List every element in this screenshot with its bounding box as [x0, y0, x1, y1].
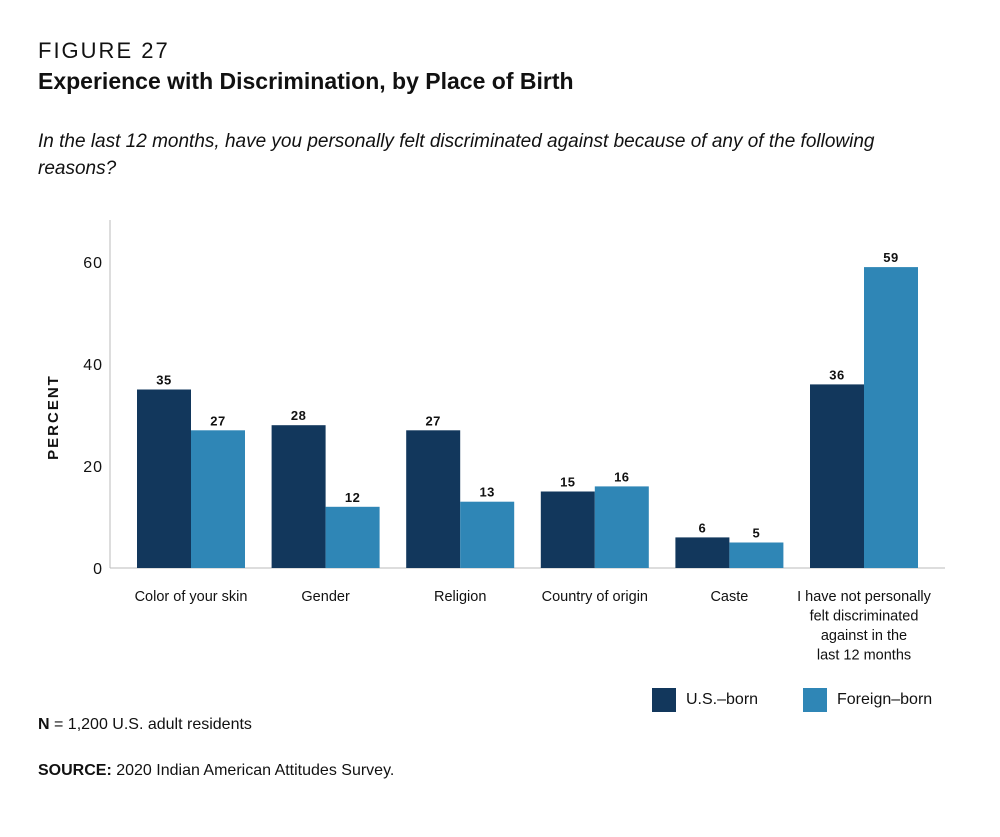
chart-title: Experience with Discrimination, by Place…	[38, 68, 574, 94]
data-label: 27	[210, 413, 225, 428]
bar-us-born	[271, 425, 326, 568]
bar-us-born	[137, 389, 191, 568]
bar-us-born	[540, 491, 595, 568]
legend-label-us-born: U.S.–born	[686, 691, 759, 708]
source-note: SOURCE: 2020 Indian American Attitudes S…	[38, 762, 394, 780]
x-tick-label: Gender	[301, 589, 350, 605]
x-tick-label: against in the	[821, 628, 907, 644]
sample-size-text: = 1,200 U.S. adult residents	[49, 716, 252, 733]
x-tick-label: Country of origin	[542, 589, 648, 605]
bar-foreign-born	[864, 267, 918, 568]
bar-foreign-born	[729, 542, 784, 568]
bar-foreign-born	[594, 486, 649, 568]
data-label: 28	[291, 408, 306, 423]
legend-swatch-foreign-born	[803, 688, 827, 712]
data-label: 15	[560, 475, 575, 490]
y-tick-label: 0	[93, 561, 103, 578]
data-label: 6	[699, 520, 707, 535]
data-label: 27	[425, 413, 440, 428]
legend-item-us-born: U.S.–born	[652, 688, 758, 712]
data-label: 16	[614, 469, 629, 484]
data-label: 5	[753, 526, 761, 541]
bar-us-born	[810, 384, 864, 568]
data-label: 59	[883, 250, 898, 265]
bar-us-born	[406, 430, 461, 568]
chart-subtitle: In the last 12 months, have you personal…	[38, 131, 875, 179]
legend-item-foreign-born: Foreign–born	[803, 688, 932, 712]
data-label: 35	[156, 373, 171, 388]
y-axis-label: PERCENT	[45, 374, 62, 460]
x-tick-label: felt discriminated	[810, 609, 919, 625]
x-tick-label: Caste	[710, 589, 748, 605]
source-text: 2020 Indian American Attitudes Survey.	[111, 762, 395, 779]
data-label: 12	[345, 490, 360, 505]
source-label: SOURCE:	[38, 762, 112, 779]
bar-foreign-born	[325, 506, 380, 568]
x-tick-label: last 12 months	[817, 648, 911, 664]
data-label: 36	[829, 367, 844, 382]
legend-swatch-us-born	[652, 688, 676, 712]
figure-label: FIGURE 27	[38, 38, 170, 63]
bar-foreign-born	[191, 430, 245, 568]
bar-us-born	[675, 537, 730, 568]
x-tick-label: Religion	[434, 589, 486, 605]
bar-foreign-born	[460, 501, 515, 568]
y-tick-label: 20	[83, 459, 103, 476]
x-tick-label: Color of your skin	[135, 589, 248, 605]
x-tick-label: I have not personally	[797, 589, 932, 605]
sample-size-label: N	[38, 716, 50, 733]
y-tick-label: 60	[83, 255, 103, 272]
sample-size-note: N = 1,200 U.S. adult residents	[38, 716, 252, 734]
data-label: 13	[479, 485, 494, 500]
legend-label-foreign-born: Foreign–born	[837, 691, 933, 708]
y-tick-label: 40	[83, 357, 103, 374]
